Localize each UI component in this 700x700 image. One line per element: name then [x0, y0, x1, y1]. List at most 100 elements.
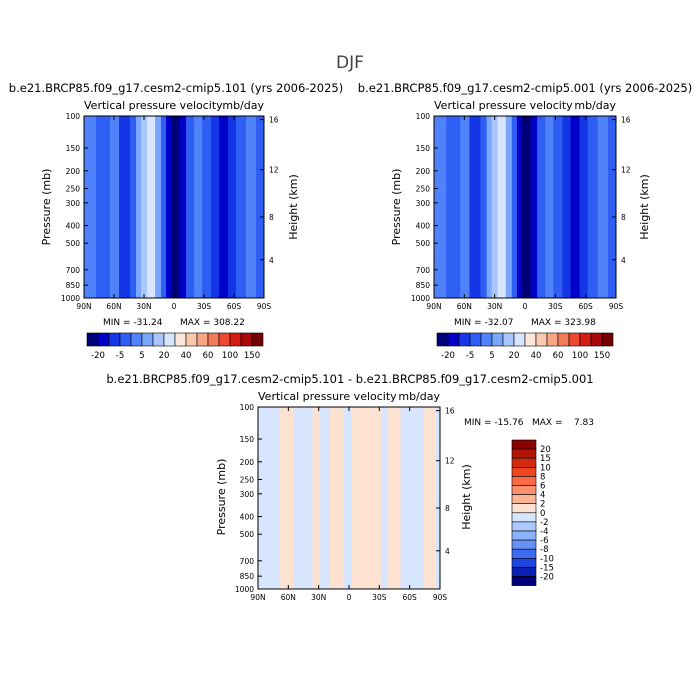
colorbar-swatch — [458, 332, 471, 347]
colorbar-swatch — [511, 466, 537, 477]
panel-diff-title: b.e21.BRCP85.f09_g17.cesm2-cmip5.101 - b… — [106, 372, 593, 386]
heatmap-cell — [329, 407, 344, 589]
heatmap-cell — [400, 407, 425, 589]
figure-title: DJF — [336, 53, 364, 73]
x-tick-label: 90N — [426, 302, 441, 311]
y-tick-label: 400 — [66, 222, 81, 231]
colorbar-label: -5 — [466, 351, 474, 361]
colorbar-label: -4 — [540, 527, 548, 537]
panel-2-title: b.e21.BRCP85.f09_g17.cesm2-cmip5.001 (yr… — [358, 81, 692, 95]
heatmap-cell — [119, 116, 131, 298]
colorbar-swatch — [185, 332, 198, 347]
colorbar-swatch — [469, 332, 482, 347]
x-tick-label: 60S — [403, 593, 418, 602]
heatmap-cell — [537, 116, 546, 298]
heatmap-cell — [531, 116, 538, 298]
colorbar-swatch — [557, 332, 570, 347]
panel-2: b.e21.BRCP85.f09_g17.cesm2-cmip5.001 (yr… — [358, 81, 692, 361]
colorbar-label: 10 — [540, 463, 551, 473]
heatmap-cell — [293, 407, 313, 589]
colorbar-label: 60 — [553, 351, 564, 361]
panel-2-max: MAX = 323.98 — [531, 318, 596, 328]
y-tick-label: 100 — [416, 112, 431, 121]
y-tick-label: 150 — [240, 435, 255, 444]
x-tick-label: 60N — [281, 593, 296, 602]
panel-1-ylabel-right: Height (km) — [287, 174, 300, 240]
heatmap-cell — [469, 116, 481, 298]
y-right-tick-label: 12 — [445, 457, 455, 466]
panel-1-max: MAX = 308.22 — [180, 318, 245, 328]
heatmap-cell — [521, 116, 532, 298]
colorbar-swatch — [590, 332, 603, 347]
heatmap-cell — [553, 116, 563, 298]
colorbar-swatch — [130, 332, 143, 347]
colorbar-label: 20 — [540, 445, 551, 455]
panel-1-title: b.e21.BRCP85.f09_g17.cesm2-cmip5.101 (yr… — [9, 81, 343, 95]
heatmap-cell — [171, 116, 181, 298]
x-tick-label: 0 — [523, 302, 528, 311]
y-tick-label: 1000 — [61, 294, 80, 303]
heatmap-cell — [228, 116, 237, 298]
y-right-tick-label: 8 — [621, 213, 626, 222]
y-tick-label: 200 — [416, 167, 431, 176]
heatmap-cell — [516, 116, 523, 298]
heatmap-cell — [258, 407, 262, 589]
heatmap-cell — [435, 407, 441, 589]
colorbar-swatch — [491, 332, 504, 347]
y-tick-label: 850 — [240, 572, 255, 581]
heatmap-cell — [491, 116, 499, 298]
panel-diff-ylabel-right: Height (km) — [460, 464, 473, 530]
colorbar-swatch — [174, 332, 187, 347]
colorbar-swatch — [511, 521, 537, 532]
heatmap-cell — [342, 407, 352, 589]
panel-1-min: MIN = -31.24 — [103, 318, 163, 328]
colorbar-swatch — [511, 494, 537, 505]
panel-1: b.e21.BRCP85.f09_g17.cesm2-cmip5.101 (yr… — [9, 81, 343, 361]
y-tick-label: 700 — [66, 266, 81, 275]
colorbar-swatch — [229, 332, 242, 347]
heatmap-cell — [597, 116, 609, 298]
heatmap-cell — [497, 116, 507, 298]
colorbar-label: 20 — [159, 351, 170, 361]
colorbar-label: -20 — [540, 573, 554, 583]
colorbar-swatch — [108, 332, 121, 347]
colorbar-label: -8 — [540, 545, 548, 555]
panel-1-subtitle-right: mb/day — [222, 99, 264, 112]
heatmap-cell — [607, 116, 617, 298]
heatmap-cell — [423, 407, 437, 589]
panel-2-subtitle-left: Vertical pressure velocity — [434, 99, 573, 112]
heatmap-cell — [186, 116, 195, 298]
y-right-tick-label: 8 — [445, 504, 450, 513]
y-tick-label: 150 — [66, 144, 81, 153]
colorbar-label: 0 — [540, 509, 545, 519]
heatmap-cell — [84, 116, 97, 298]
heatmap-cell — [130, 116, 137, 298]
heatmap-cell — [194, 116, 203, 298]
panel-2-min: MIN = -32.07 — [454, 318, 513, 328]
y-tick-label: 700 — [240, 557, 255, 566]
x-tick-label: 0 — [347, 593, 352, 602]
colorbar-swatch — [511, 439, 537, 450]
colorbar-label: 100 — [572, 351, 588, 361]
colorbar-swatch — [447, 332, 460, 347]
y-right-tick-label: 16 — [269, 116, 279, 125]
colorbar-swatch — [535, 332, 548, 347]
heatmap-cell — [147, 116, 156, 298]
y-right-tick-label: 4 — [445, 547, 450, 556]
panel-1-colorbar: -20 -5 5 20 40 60 100 150 — [86, 332, 264, 361]
x-tick-label: 90N — [250, 593, 265, 602]
y-tick-label: 700 — [416, 266, 431, 275]
colorbar-label: 60 — [203, 351, 214, 361]
heatmap-cell — [136, 116, 142, 298]
colorbar-label: 20 — [509, 351, 520, 361]
colorbar-swatch — [511, 576, 537, 586]
colorbar-label: -15 — [540, 563, 554, 573]
x-tick-label: 60S — [227, 302, 242, 311]
panel-2-subtitle-right: mb/day — [574, 99, 616, 112]
y-tick-label: 250 — [66, 184, 81, 193]
y-tick-label: 1000 — [411, 294, 430, 303]
y-right-tick-label: 16 — [621, 116, 631, 125]
colorbar-label: 2 — [540, 500, 545, 510]
y-tick-label: 500 — [66, 239, 81, 248]
heatmap-cell — [562, 116, 571, 298]
